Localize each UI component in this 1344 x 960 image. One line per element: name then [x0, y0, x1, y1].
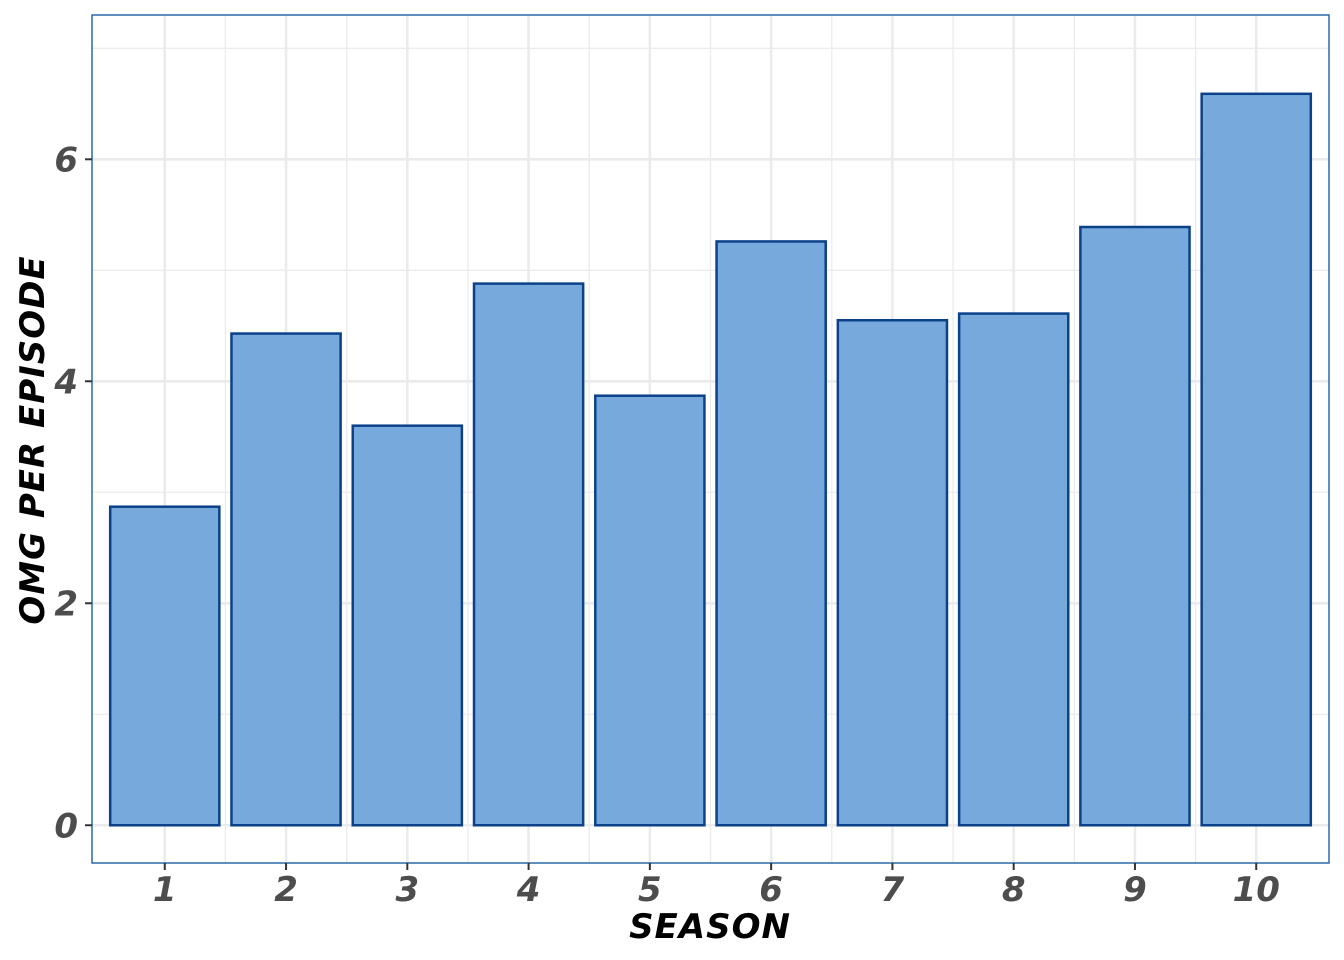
- x-axis-title: SEASON: [629, 907, 791, 947]
- axis-ticks: 1 2 3 4 5 6 7 8 9 10 0 2 4 6: [53, 140, 1280, 910]
- x-tick-label: 4: [516, 870, 541, 910]
- x-tick-label: 3: [395, 870, 419, 910]
- bar-season-3: [351, 424, 464, 827]
- x-tick-label: 9: [1123, 870, 1147, 910]
- y-tick-label: 6: [54, 140, 78, 180]
- bar-season-4: [472, 282, 585, 827]
- bar-season-10: [1200, 92, 1313, 827]
- panel-border: [91, 14, 1330, 864]
- bar-season-8: [957, 312, 1070, 827]
- x-tick-label: 6: [759, 870, 783, 910]
- bar-season-1: [108, 505, 221, 827]
- x-tick-label: 10: [1233, 870, 1280, 910]
- bar-season-9: [1079, 225, 1191, 827]
- bar-season-7: [836, 318, 949, 827]
- x-tick-label: 1: [153, 870, 177, 910]
- y-tick-label: 0: [54, 806, 78, 846]
- y-tick-label: 2: [54, 584, 78, 624]
- x-tick-label: 5: [638, 870, 662, 910]
- x-tick-label: 2: [274, 870, 298, 910]
- bars: [108, 92, 1313, 827]
- bar-season-6: [715, 240, 827, 827]
- x-tick-label: 8: [1002, 870, 1026, 910]
- y-axis-title: OMG PER EPISODE: [13, 255, 53, 624]
- y-tick-label: 4: [53, 362, 78, 402]
- x-tick-label: 7: [881, 870, 905, 910]
- bar-season-5: [594, 394, 706, 827]
- bar-season-2: [230, 332, 342, 827]
